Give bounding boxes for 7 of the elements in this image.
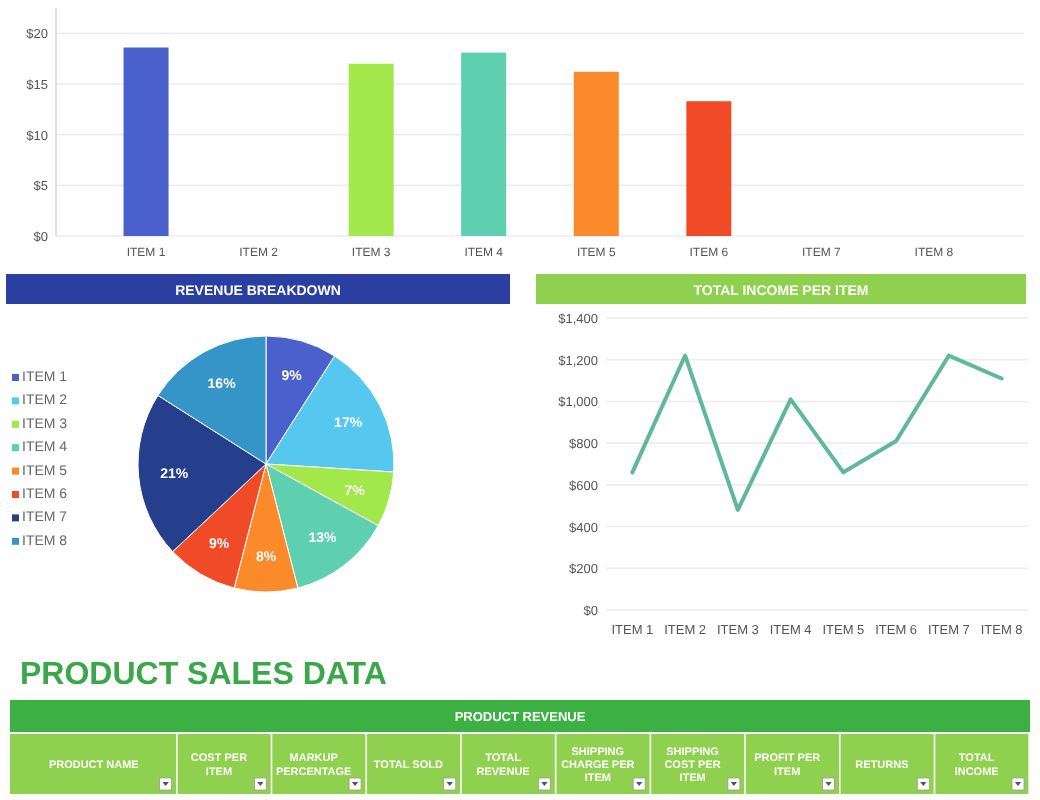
line-series (630, 353, 1004, 512)
text: PRODUCT SALES DATA (20, 658, 388, 692)
bar (686, 101, 732, 236)
bar (348, 63, 394, 236)
bar (123, 47, 169, 236)
bar (461, 52, 507, 236)
bar (573, 71, 619, 236)
